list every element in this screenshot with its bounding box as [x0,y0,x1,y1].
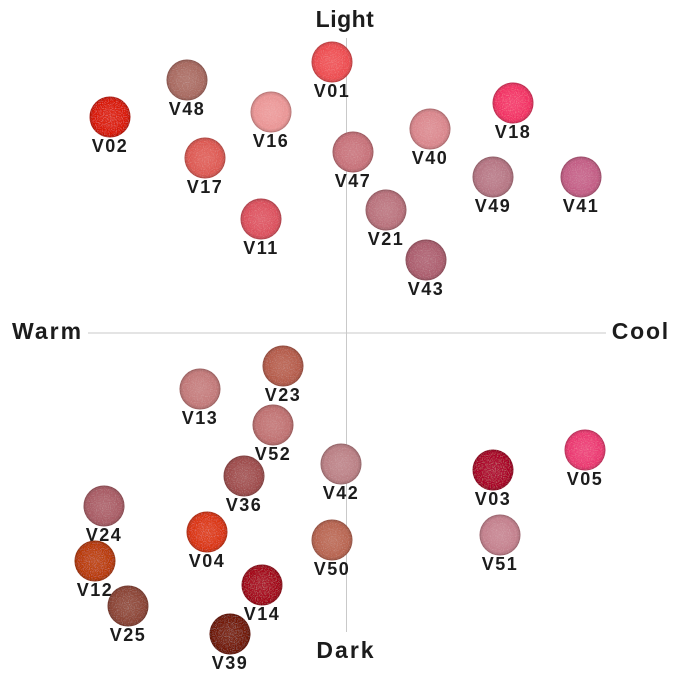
svg-text:V41: V41 [563,196,600,216]
svg-text:V17: V17 [187,177,224,197]
svg-text:V14: V14 [244,604,281,624]
svg-text:V16: V16 [253,131,290,151]
svg-text:V49: V49 [475,196,512,216]
svg-text:V23: V23 [265,385,302,405]
svg-text:V39: V39 [212,653,249,673]
svg-text:V04: V04 [189,551,226,571]
svg-text:V03: V03 [475,489,512,509]
svg-text:V43: V43 [408,279,445,299]
svg-text:V40: V40 [412,148,449,168]
svg-text:Light: Light [316,6,375,32]
svg-text:Cool: Cool [612,318,670,344]
svg-text:V52: V52 [255,444,292,464]
svg-text:V01: V01 [314,81,351,101]
svg-text:V47: V47 [335,171,372,191]
svg-text:V50: V50 [314,559,351,579]
svg-text:Dark: Dark [316,637,375,663]
svg-text:V11: V11 [243,238,279,258]
svg-text:V05: V05 [567,469,604,489]
svg-text:V25: V25 [110,625,147,645]
svg-text:V02: V02 [92,136,129,156]
svg-text:V21: V21 [368,229,405,249]
svg-text:V48: V48 [169,99,206,119]
svg-text:V24: V24 [86,525,123,545]
svg-text:V42: V42 [323,483,360,503]
svg-text:V36: V36 [226,495,263,515]
svg-text:V18: V18 [495,122,532,142]
svg-text:V51: V51 [482,554,519,574]
svg-text:Warm: Warm [12,318,83,344]
svg-text:V12: V12 [77,580,114,600]
svg-text:V13: V13 [182,408,219,428]
